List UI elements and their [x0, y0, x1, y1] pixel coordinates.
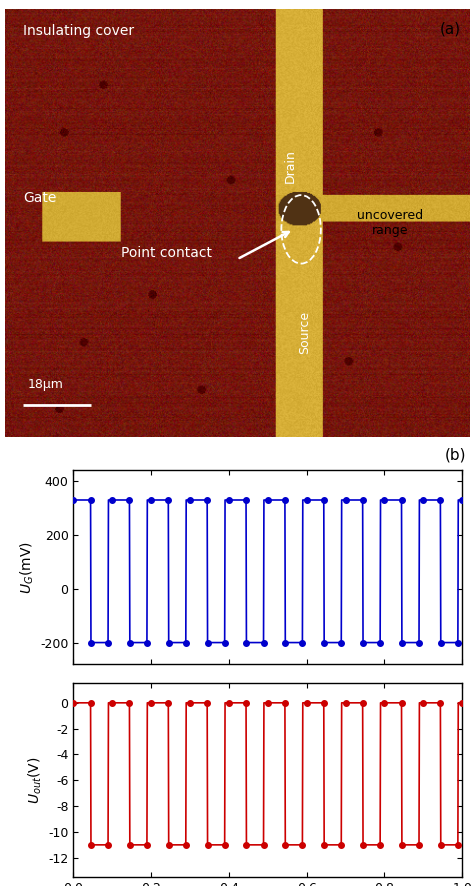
Text: uncovered
range: uncovered range — [357, 209, 423, 237]
Text: Gate: Gate — [23, 190, 57, 205]
Text: Insulating cover: Insulating cover — [23, 24, 135, 37]
Text: Source: Source — [298, 311, 311, 354]
Text: 18μm: 18μm — [28, 377, 64, 391]
Text: (a): (a) — [440, 21, 461, 36]
Text: Drain: Drain — [284, 149, 297, 183]
Text: (b): (b) — [445, 447, 466, 462]
Text: Point contact: Point contact — [121, 246, 212, 260]
Y-axis label: $U_G$(mV): $U_G$(mV) — [18, 540, 36, 594]
Y-axis label: $U_{out}$(V): $U_{out}$(V) — [27, 757, 44, 804]
